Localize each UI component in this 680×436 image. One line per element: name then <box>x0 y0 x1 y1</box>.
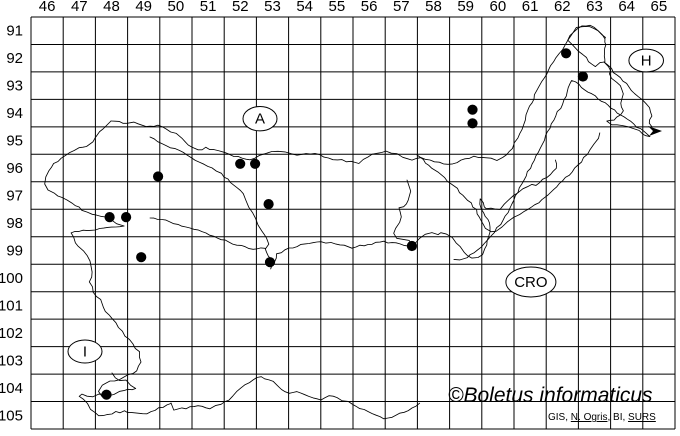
svg-text:46: 46 <box>39 0 56 15</box>
svg-text:100: 100 <box>0 270 23 287</box>
svg-text:48: 48 <box>103 0 120 15</box>
svg-text:47: 47 <box>71 0 88 15</box>
svg-text:93: 93 <box>6 78 23 95</box>
svg-text:55: 55 <box>329 0 346 15</box>
svg-text:CRO: CRO <box>514 274 547 291</box>
svg-text:56: 56 <box>361 0 378 15</box>
svg-text:52: 52 <box>232 0 249 15</box>
svg-text:101: 101 <box>0 297 23 314</box>
svg-text:49: 49 <box>135 0 152 15</box>
svg-text:57: 57 <box>393 0 410 15</box>
svg-text:96: 96 <box>6 160 23 177</box>
svg-text:61: 61 <box>522 0 539 15</box>
svg-text:50: 50 <box>168 0 185 15</box>
svg-text:GIS, N. Ogris, BI, SURS: GIS, N. Ogris, BI, SURS <box>548 412 656 423</box>
svg-text:54: 54 <box>296 0 313 15</box>
svg-text:91: 91 <box>6 23 23 40</box>
svg-text:94: 94 <box>6 105 23 122</box>
svg-text:103: 103 <box>0 352 23 369</box>
svg-text:62: 62 <box>554 0 571 15</box>
svg-text:59: 59 <box>457 0 474 15</box>
svg-text:H: H <box>641 53 652 70</box>
svg-text:92: 92 <box>6 50 23 67</box>
svg-text:©Boletus informaticus: ©Boletus informaticus <box>448 384 653 407</box>
svg-text:98: 98 <box>6 215 23 232</box>
svg-text:58: 58 <box>425 0 442 15</box>
svg-text:53: 53 <box>264 0 281 15</box>
svg-text:97: 97 <box>6 188 23 205</box>
svg-text:104: 104 <box>0 380 23 397</box>
svg-text:I: I <box>83 344 87 361</box>
svg-text:63: 63 <box>586 0 603 15</box>
svg-text:95: 95 <box>6 133 23 150</box>
svg-text:64: 64 <box>618 0 635 15</box>
svg-text:105: 105 <box>0 407 23 424</box>
svg-text:51: 51 <box>200 0 217 15</box>
svg-text:102: 102 <box>0 325 23 342</box>
svg-text:A: A <box>255 111 265 128</box>
svg-text:60: 60 <box>490 0 507 15</box>
svg-text:65: 65 <box>651 0 668 15</box>
svg-text:99: 99 <box>6 243 23 260</box>
